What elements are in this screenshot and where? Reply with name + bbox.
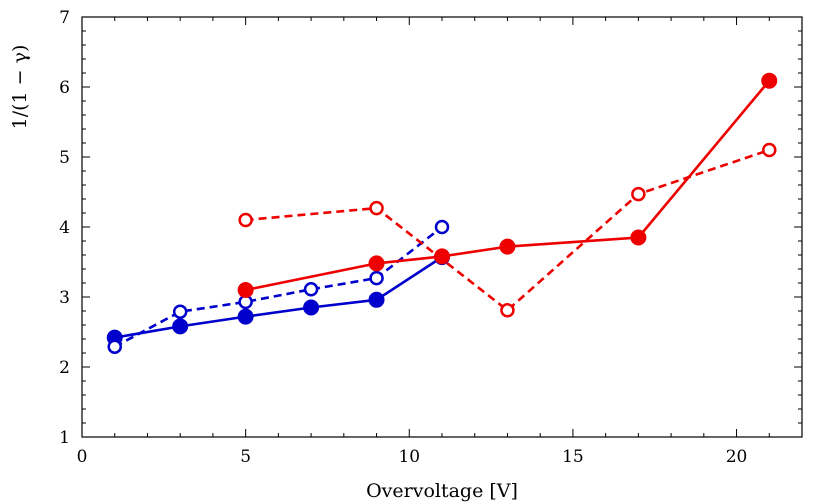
series-layer	[106, 72, 778, 354]
series-3	[237, 72, 778, 298]
series-1-line	[114, 256, 443, 339]
x-axis-label: Overvoltage [V]	[366, 480, 518, 502]
data-point-filled	[237, 282, 254, 298]
data-point-open	[303, 282, 319, 297]
data-point-filled	[237, 308, 254, 325]
data-point-filled	[303, 299, 320, 316]
series-4	[238, 142, 777, 318]
series-2	[107, 219, 450, 354]
tick-labels: 0 5 10 15 20 1 2 3 4 5 6 7	[59, 8, 747, 467]
y-tick-label: 1	[59, 428, 70, 448]
y-tick-label: 6	[59, 78, 70, 98]
data-point-open	[172, 304, 188, 319]
data-point-filled	[761, 72, 778, 89]
data-point-open	[107, 339, 122, 354]
series-3-line	[245, 79, 771, 292]
data-point-filled	[368, 291, 385, 308]
data-point-open	[631, 186, 646, 202]
data-point-open	[762, 142, 777, 158]
data-point-open	[238, 212, 253, 228]
data-point-filled	[368, 255, 385, 272]
x-tick-label: 5	[240, 447, 251, 467]
data-point-open	[500, 303, 515, 318]
data-point-open	[369, 270, 384, 286]
data-point-filled	[172, 318, 189, 335]
y-tick-label: 4	[59, 218, 70, 238]
data-point-filled	[630, 229, 647, 246]
series-2-line	[114, 225, 443, 348]
data-point-filled	[499, 238, 516, 255]
y-tick-label: 7	[59, 8, 70, 28]
plot-frame	[81, 16, 803, 438]
x-tick-label: 15	[562, 447, 584, 467]
data-point-filled	[434, 248, 450, 265]
x-tick-label: 0	[77, 447, 88, 467]
y-axis-label: 1/(1 − γ)	[9, 45, 31, 130]
x-tick-label: 20	[726, 447, 748, 467]
y-tick-label: 5	[59, 148, 70, 168]
data-point-open	[434, 219, 450, 235]
x-tick-label: 10	[398, 447, 420, 467]
y-tick-label: 3	[59, 288, 70, 308]
y-tick-label: 2	[59, 358, 70, 378]
axis-ticks	[81, 16, 803, 438]
data-point-open	[369, 200, 384, 216]
